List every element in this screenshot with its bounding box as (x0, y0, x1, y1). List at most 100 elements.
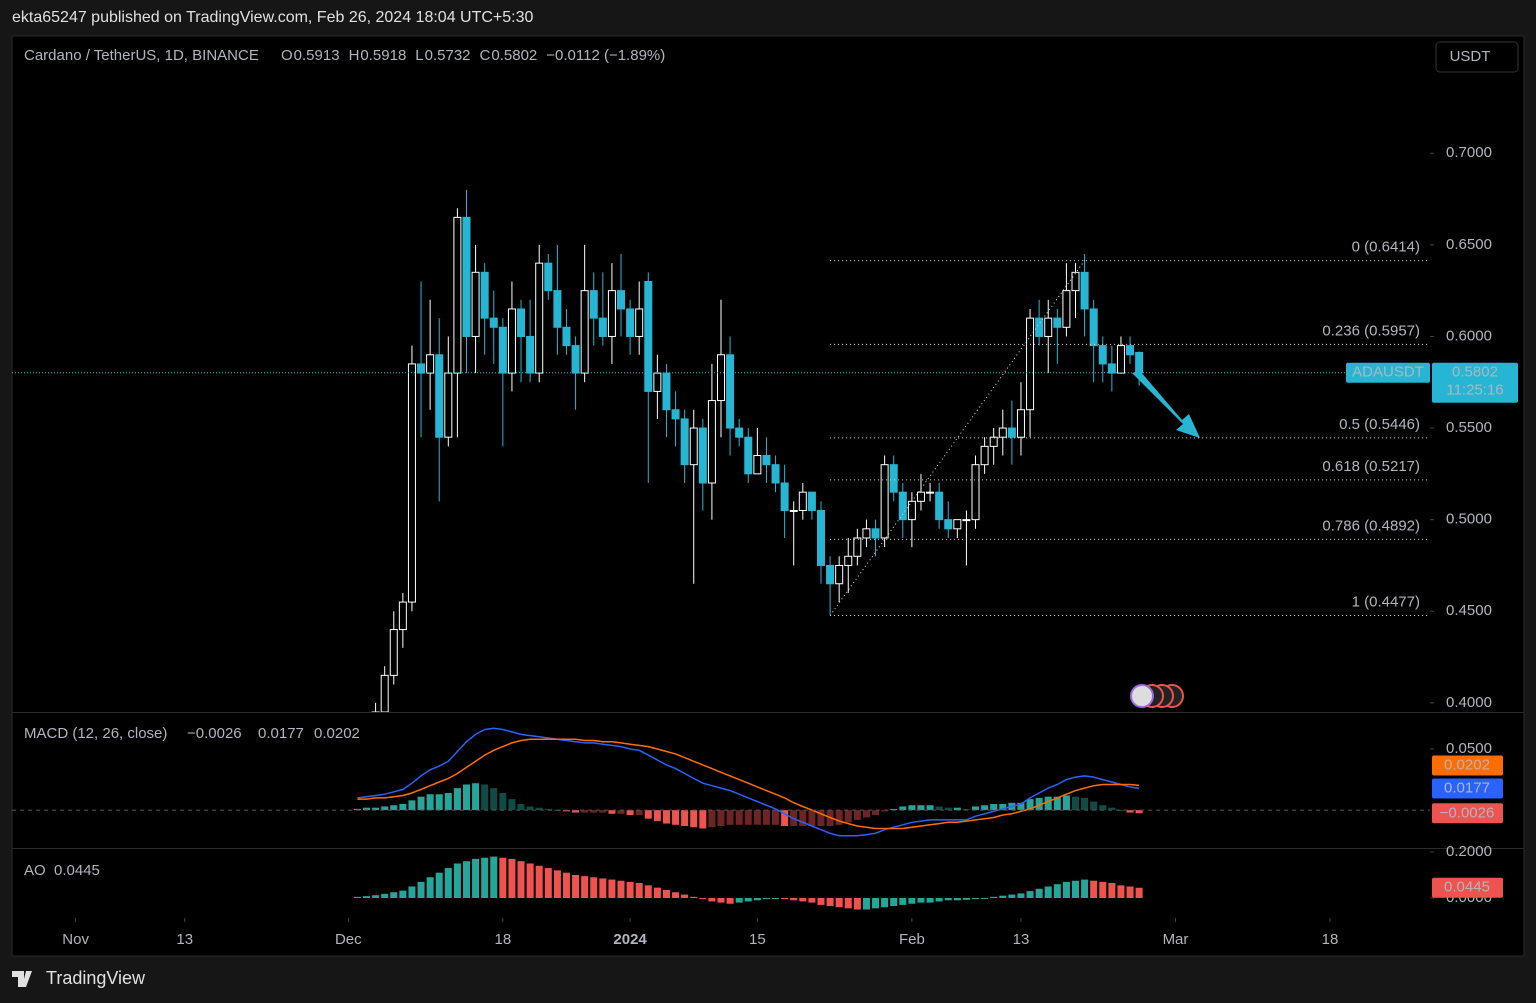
candle-body (462, 216, 471, 337)
logo (12, 970, 35, 987)
event-icons (1130, 684, 1184, 708)
ao-bar (1053, 884, 1061, 898)
ao-bar (608, 879, 616, 898)
ao-bar (681, 894, 689, 898)
candle-body (571, 345, 580, 374)
candle-body (1016, 409, 1025, 438)
histogram-bar (972, 806, 980, 811)
ao-bar (990, 896, 998, 898)
x-tick-label: 13 (1013, 931, 1030, 948)
candle-body (898, 491, 907, 521)
ao-bar (390, 892, 398, 898)
ao-bar (1044, 886, 1052, 898)
x-tick-label: Feb (899, 931, 925, 948)
candle-body (889, 464, 898, 493)
candle-body (635, 308, 644, 337)
candle-body (489, 317, 498, 328)
candle-body (1062, 290, 1071, 328)
ao-bar (935, 897, 943, 902)
macd-tag-box (1432, 803, 1503, 824)
candle-body (662, 372, 671, 411)
candle-body (426, 354, 435, 374)
brand-name: TradingView (46, 968, 146, 988)
histogram-bar (844, 810, 852, 823)
candle-body (444, 372, 453, 438)
arrow (1132, 371, 1200, 438)
ao-bar (781, 897, 789, 900)
candle-body (798, 491, 807, 511)
candle-body (1007, 427, 1016, 438)
macd-tag: 0.0202 (1444, 756, 1490, 773)
candle-body (880, 464, 889, 539)
candle-body (771, 464, 780, 484)
candle-body (998, 427, 1007, 438)
candle-body (553, 290, 562, 328)
ao-bar (399, 890, 407, 898)
signal-value: 0.0202 (314, 725, 360, 742)
ao-bar (881, 897, 889, 908)
candle-body (726, 354, 735, 429)
candle-body (453, 216, 462, 374)
histogram-bar (526, 806, 534, 811)
ao-bar (417, 881, 425, 898)
ao-bar (535, 865, 543, 898)
histogram-bar (890, 808, 898, 811)
macd-title: MACD (12, 26, close) (24, 725, 167, 742)
candle-body (926, 491, 935, 494)
candle-body (853, 537, 862, 557)
histogram-bar (1117, 810, 1125, 812)
ao-bar (753, 897, 761, 901)
histogram-bar (881, 810, 889, 812)
fib-label: 0.5 (0.5446) (1339, 416, 1420, 433)
candle-body (989, 436, 998, 447)
histogram-bar (581, 810, 589, 813)
ao-bar (926, 897, 934, 903)
price-tag-box (1432, 362, 1518, 403)
legend-value: 0.5732 (425, 47, 471, 64)
ao-bar (981, 897, 989, 899)
histogram-bar (608, 810, 616, 814)
legend-change: −0.0112 (−1.89%) (546, 47, 665, 64)
histogram-bar (835, 810, 843, 825)
histogram-bar (426, 794, 434, 811)
candle-body (816, 509, 825, 566)
histogram-bar (772, 810, 780, 825)
histogram-bar (381, 806, 389, 811)
ao-bar (472, 858, 480, 898)
ao-bar (799, 897, 807, 902)
candle-body (535, 262, 544, 374)
ao-bar (835, 897, 843, 908)
histogram-bar (562, 810, 570, 812)
histogram-bar (1072, 796, 1079, 811)
macd-plot (353, 727, 1143, 837)
legend-value: 0.5918 (360, 47, 406, 64)
candle-body (962, 519, 971, 522)
histogram-bar (862, 810, 870, 818)
ao-bar (817, 897, 825, 905)
histogram-bar (544, 808, 552, 811)
ao-bar (1017, 893, 1025, 898)
ao-bar (562, 872, 570, 898)
candle-body (407, 363, 416, 603)
histogram-bar (535, 807, 543, 811)
currency-button[interactable] (1435, 41, 1519, 73)
ao-bar (653, 887, 661, 898)
candle-body (835, 564, 844, 585)
x-tick-label: 2024 (613, 931, 647, 948)
candle-body (389, 629, 398, 676)
ao-bar (1090, 880, 1098, 898)
x-tick-label: Dec (335, 931, 362, 948)
macd-tag: 0.0177 (1444, 779, 1490, 796)
candle-body (417, 363, 426, 374)
histogram-bar (372, 807, 380, 811)
candle-body (953, 519, 962, 530)
ao-title: AO (24, 862, 46, 879)
histogram-bar (572, 810, 580, 813)
macd-value: 0.0177 (258, 725, 304, 742)
histogram-bar (935, 806, 943, 811)
candle-body (1053, 317, 1062, 328)
histogram-bar (1135, 810, 1143, 814)
histogram-bar (1108, 807, 1116, 811)
ao-bar (599, 878, 607, 898)
y-tick-label: 0.4000 (1446, 694, 1492, 711)
